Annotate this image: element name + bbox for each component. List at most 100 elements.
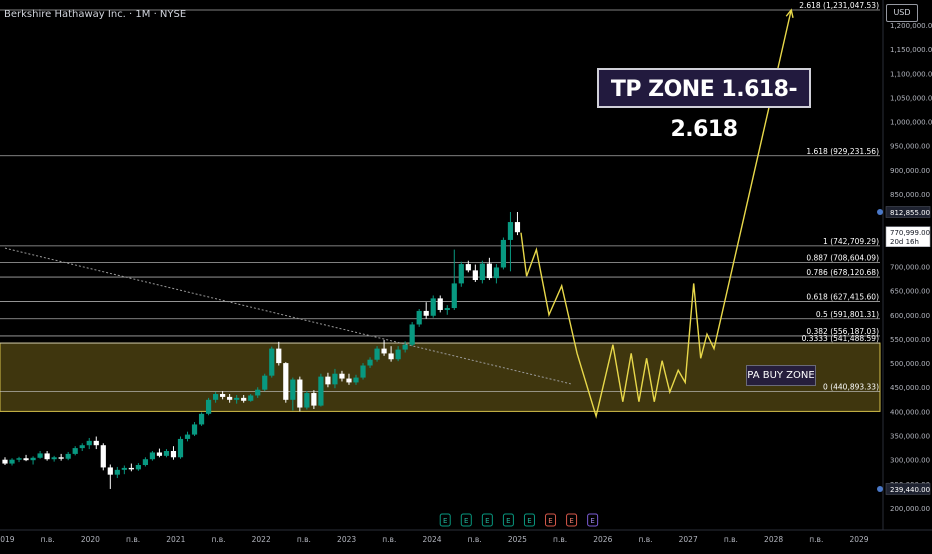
candle-body xyxy=(262,375,268,390)
candle-body xyxy=(9,459,15,464)
candle-body xyxy=(191,424,198,435)
price-badge-value: 812,855.00 xyxy=(890,209,930,217)
x-tick-label: 2023 xyxy=(337,535,356,544)
y-tick-label: 300,000.00 xyxy=(890,457,930,465)
candle-body xyxy=(142,459,148,466)
currency-selector[interactable]: USD xyxy=(886,4,918,22)
candle-body xyxy=(437,298,443,310)
candle-body xyxy=(472,270,478,281)
candle-body xyxy=(325,376,331,385)
earnings-icon-frame xyxy=(481,513,493,527)
candle-body xyxy=(395,349,401,360)
earnings-icon-frame xyxy=(502,513,514,527)
candle-body xyxy=(276,348,282,364)
y-tick-label: 950,000.00 xyxy=(890,143,930,151)
earnings-event-icon[interactable]: E xyxy=(439,513,451,527)
candle-body xyxy=(318,376,324,406)
earnings-icon-letter: E xyxy=(506,517,510,525)
fib-label: 1 (742,709.29) xyxy=(823,237,879,246)
price-badge xyxy=(885,226,931,248)
x-tick-label: п.в. xyxy=(724,535,738,544)
y-tick-label: 1,150,000.00 xyxy=(890,46,932,54)
tp-zone-annotation: TP ZONE 1.618-2.618 xyxy=(597,68,811,142)
candle-body xyxy=(72,448,78,454)
price-badge-value: 239,440.00 xyxy=(890,486,930,494)
price-badge-countdown: 20d 16h xyxy=(890,238,919,246)
earnings-event-icon[interactable]: E xyxy=(481,513,493,527)
candle-body xyxy=(346,378,352,383)
candle-body xyxy=(234,397,240,400)
fib-label: 0.786 (678,120.68) xyxy=(806,268,879,277)
x-tick-label: 2022 xyxy=(252,535,271,544)
y-tick-label: 350,000.00 xyxy=(890,433,930,441)
candle-body xyxy=(255,389,261,396)
candle-body xyxy=(514,222,521,233)
projection-arrowhead xyxy=(785,8,794,18)
candle-body xyxy=(2,459,8,464)
x-tick-label: 2027 xyxy=(679,535,698,544)
candle-body xyxy=(402,344,408,350)
y-tick-label: 1,050,000.00 xyxy=(890,94,932,102)
candle-body xyxy=(177,438,184,458)
price-marker-icon xyxy=(877,208,883,215)
fib-label: 0.3333 (541,488.59) xyxy=(802,334,879,343)
candle-body xyxy=(121,467,127,470)
earnings-event-icon[interactable]: E xyxy=(566,513,578,527)
candle-body xyxy=(486,263,492,279)
earnings-icon-letter: E xyxy=(443,517,447,525)
candle-body xyxy=(430,298,436,316)
x-tick-label: 2020 xyxy=(81,535,100,544)
fib-label: 0.618 (627,415.60) xyxy=(806,293,879,302)
candle-body xyxy=(51,457,57,460)
y-tick-label: 1,200,000.00 xyxy=(890,22,932,30)
price-marker-icon xyxy=(877,485,883,492)
earnings-event-icon[interactable]: E xyxy=(545,513,557,527)
earnings-icon-frame xyxy=(523,513,535,527)
fib-label: 0.5 (591,801.31) xyxy=(816,310,879,319)
earnings-event-icon[interactable]: E xyxy=(502,513,514,527)
candle-body xyxy=(79,445,85,449)
candle-body xyxy=(493,267,499,279)
x-tick-label: 2028 xyxy=(764,535,783,544)
candle-body xyxy=(100,445,106,468)
candle-body xyxy=(128,467,134,470)
earnings-icon-letter: E xyxy=(548,517,552,525)
earnings-event-icon[interactable]: E xyxy=(587,513,599,527)
x-tick-label: 2029 xyxy=(849,535,868,544)
candle-body xyxy=(451,283,457,309)
candle-body xyxy=(65,453,71,459)
earnings-icon-frame xyxy=(460,513,472,527)
chart-title: Berkshire Hathaway Inc. · 1M · NYSE xyxy=(4,9,187,20)
earnings-icon-frame xyxy=(587,513,599,527)
x-tick-label: 2024 xyxy=(422,535,441,544)
candle-body xyxy=(409,324,415,345)
candle-body xyxy=(248,395,254,401)
price-badge-value: 770,999.00 xyxy=(890,229,930,237)
candle-body xyxy=(290,379,296,400)
candle-body xyxy=(304,393,310,408)
y-tick-label: 1,000,000.00 xyxy=(890,119,932,127)
candle-body xyxy=(374,348,380,360)
y-tick-label: 550,000.00 xyxy=(890,336,930,344)
candle-body xyxy=(227,396,233,400)
earnings-icon-letter: E xyxy=(485,517,489,525)
earnings-icon-frame xyxy=(566,513,578,527)
y-tick-label: 600,000.00 xyxy=(890,312,930,320)
price-badge xyxy=(885,483,931,495)
earnings-event-icon[interactable]: E xyxy=(523,513,535,527)
fib-label: 2.618 (1,231,047.53) xyxy=(799,1,879,10)
y-tick-label: 400,000.00 xyxy=(890,408,930,416)
candle-body xyxy=(423,310,429,316)
candle-body xyxy=(479,263,485,281)
candle-body xyxy=(93,440,99,446)
candle-body xyxy=(311,393,317,406)
x-tick-label: 2021 xyxy=(166,535,185,544)
earnings-event-icon[interactable]: E xyxy=(460,513,472,527)
x-tick-label: п.в. xyxy=(211,535,225,544)
y-tick-label: 200,000.00 xyxy=(890,505,930,513)
fib-label: 0 (440,893.33) xyxy=(823,383,879,392)
x-tick-label: 2026 xyxy=(593,535,612,544)
candle-body xyxy=(163,451,170,456)
candle-body xyxy=(388,353,394,360)
